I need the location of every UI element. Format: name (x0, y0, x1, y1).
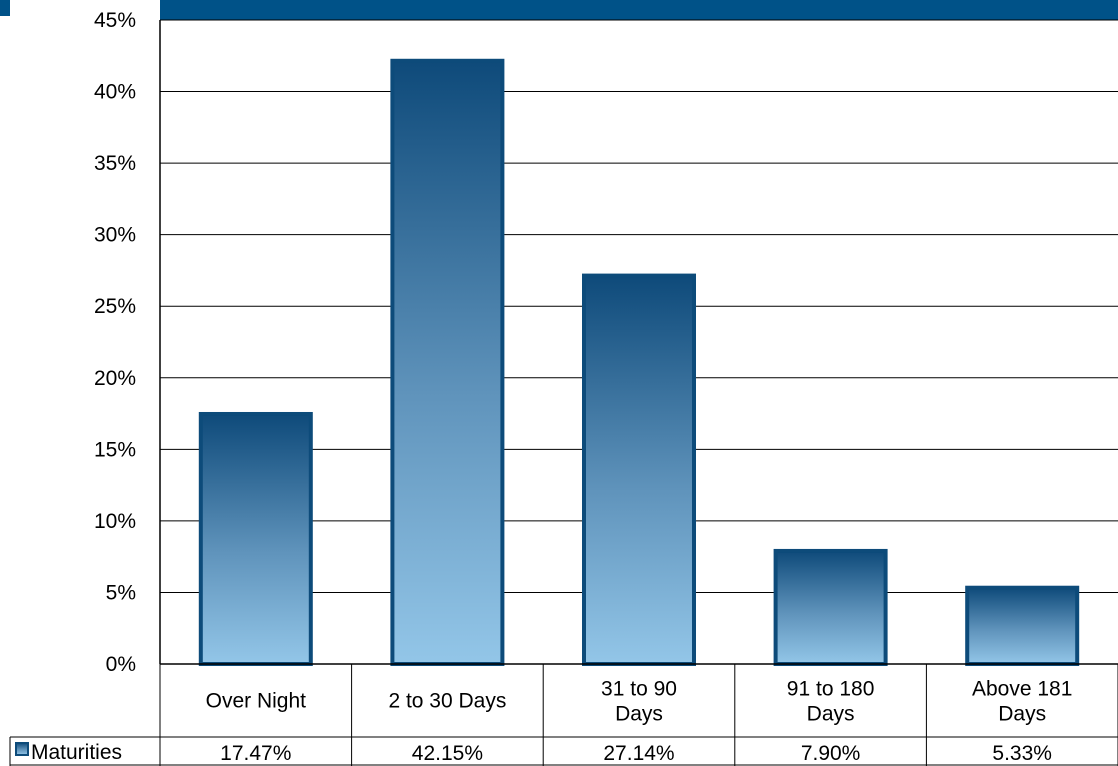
y-tick-label: 40% (94, 81, 136, 104)
y-tick-label: 30% (94, 224, 136, 247)
bar (390, 58, 505, 666)
x-category-label: 2 to 30 Days (388, 690, 506, 713)
y-tick-label: 5% (106, 581, 136, 604)
x-category-label: Days (807, 703, 855, 726)
y-tick-label: 10% (94, 510, 136, 533)
y-tick-label: 0% (106, 653, 136, 676)
corner-accent (0, 0, 10, 16)
data-table: Over Night 17.47% 2 to 30 Days 42.15% 31 to … (9, 664, 1118, 766)
y-tick-label: 15% (94, 438, 136, 461)
y-tick-label: 35% (94, 152, 136, 175)
x-category-label: Days (615, 703, 663, 726)
bar (198, 411, 313, 666)
x-category-label: Above 181 (972, 678, 1072, 701)
bar (965, 585, 1080, 667)
x-category-label: Days (998, 703, 1046, 726)
legend-swatch-icon (15, 742, 29, 756)
data-label: 7.90% (801, 742, 861, 765)
y-tick-label: 25% (94, 295, 136, 318)
x-category-label: 91 to 180 (787, 678, 875, 701)
data-label: 42.15% (412, 742, 483, 765)
data-label: 27.14% (603, 742, 674, 765)
x-category-label: Over Night (206, 690, 307, 713)
y-tick-label: 45% (94, 9, 136, 32)
data-label: 17.47% (220, 742, 291, 765)
bar (773, 548, 888, 666)
legend-label: Maturities (31, 741, 122, 764)
axes: 0% 5% 10% 15% 20% 25% 30% 35% 40% 45% (94, 9, 1118, 676)
data-label: 5.33% (992, 742, 1052, 765)
bars (198, 58, 1080, 667)
bar (582, 273, 696, 666)
x-category-label: 31 to 90 (601, 678, 677, 701)
header-bar (160, 0, 1118, 20)
y-tick-label: 20% (94, 367, 136, 390)
